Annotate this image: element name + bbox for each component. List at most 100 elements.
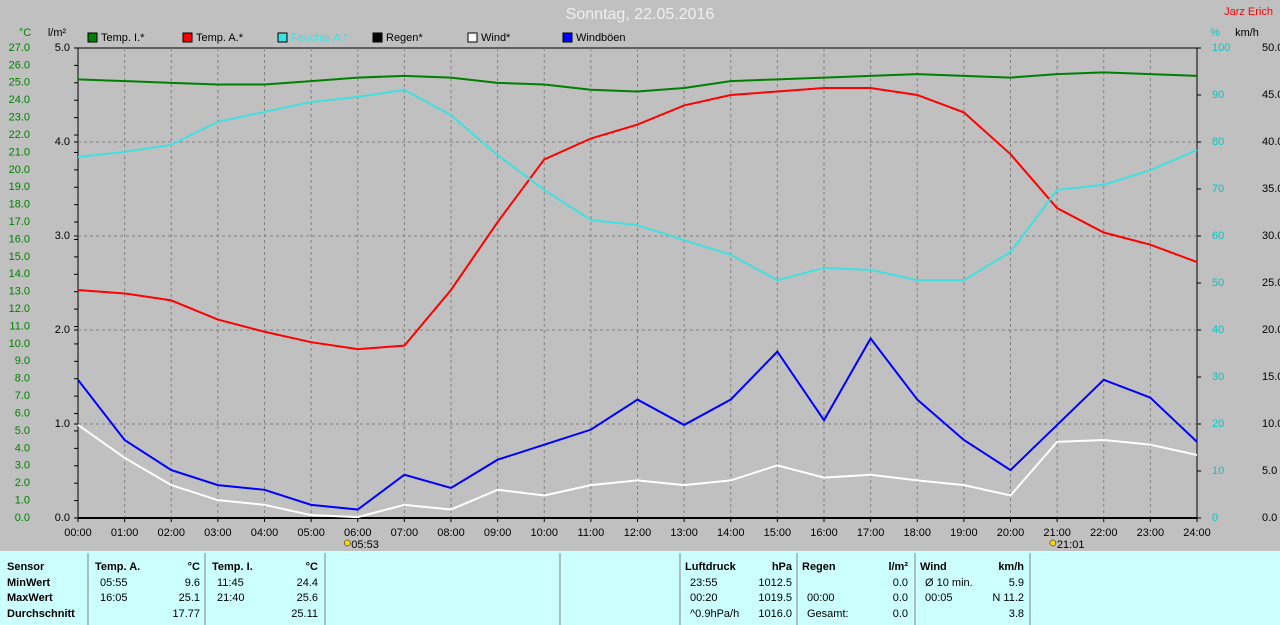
y-tick-label: 22.0 bbox=[9, 129, 30, 141]
group-unit: km/h bbox=[998, 561, 1024, 573]
x-tick-label: 12:00 bbox=[624, 527, 652, 539]
y-tick-label: 30.0 bbox=[1262, 230, 1280, 242]
cell-value: 1019.5 bbox=[758, 592, 792, 604]
y-tick-label: 23.0 bbox=[9, 112, 30, 124]
x-tick-label: 14:00 bbox=[717, 527, 745, 539]
cell-value: 3.8 bbox=[1009, 608, 1024, 620]
y-tick-label: 8.0 bbox=[15, 373, 30, 385]
cell-time: 00:20 bbox=[690, 592, 718, 604]
y-tick-label: 25.0 bbox=[1262, 277, 1280, 289]
cell-value: 0.0 bbox=[893, 577, 908, 589]
y-tick-label: 3.0 bbox=[55, 230, 70, 242]
y-tick-label: 45.0 bbox=[1262, 89, 1280, 101]
y-tick-label: 1.0 bbox=[15, 494, 30, 506]
x-tick-label: 13:00 bbox=[670, 527, 698, 539]
series-line bbox=[77, 87, 1198, 351]
cell-value: 1016.0 bbox=[758, 608, 792, 620]
row-label: Durchschnitt bbox=[7, 608, 75, 620]
sun-icon bbox=[344, 539, 351, 547]
cell-value: 1012.5 bbox=[758, 577, 792, 589]
y-tick-label: 0.0 bbox=[1262, 512, 1277, 524]
y-tick-label: 30 bbox=[1212, 371, 1224, 383]
y-tick-label: 60 bbox=[1212, 230, 1224, 242]
x-tick-label: 24:00 bbox=[1183, 527, 1211, 539]
group-name: Luftdruck bbox=[685, 561, 737, 573]
cell-value: 9.6 bbox=[185, 577, 200, 589]
x-tick-label: 05:00 bbox=[297, 527, 325, 539]
cell-value: 25.6 bbox=[297, 592, 318, 604]
legend-swatch bbox=[87, 32, 98, 43]
y-tick-label: 50.0 bbox=[1262, 42, 1280, 54]
x-tick-label: 19:00 bbox=[950, 527, 978, 539]
legend-swatch bbox=[372, 32, 383, 43]
x-tick-label: 00:00 bbox=[64, 527, 92, 539]
series-line bbox=[77, 424, 1198, 519]
series-line bbox=[77, 88, 1198, 282]
y-tick-label: 4.0 bbox=[55, 136, 70, 148]
x-tick-label: 15:00 bbox=[764, 527, 792, 539]
y-tick-label: 21.0 bbox=[9, 146, 30, 158]
axis-label: °C bbox=[19, 27, 31, 39]
x-tick-label: 09:00 bbox=[484, 527, 512, 539]
legend-label: Windböen bbox=[576, 32, 626, 44]
y-tick-label: 5.0 bbox=[55, 42, 70, 54]
y-tick-label: 2.0 bbox=[15, 477, 30, 489]
x-tick-label: 03:00 bbox=[204, 527, 232, 539]
cell-time: 05:55 bbox=[100, 577, 128, 589]
group-name: Temp. A. bbox=[95, 561, 140, 573]
cell-time: ^0.9hPa/h bbox=[690, 608, 739, 620]
owner: Jarz Erich bbox=[1224, 6, 1273, 18]
y-tick-label: 100 bbox=[1212, 42, 1230, 54]
y-tick-label: 18.0 bbox=[9, 199, 30, 211]
group-name: Temp. I. bbox=[212, 561, 253, 573]
x-tick-label: 08:00 bbox=[437, 527, 465, 539]
x-tick-label: 20:00 bbox=[997, 527, 1025, 539]
y-tick-label: 10.0 bbox=[1262, 418, 1280, 430]
x-tick-label: 23:00 bbox=[1137, 527, 1165, 539]
cell-time: Gesamt: bbox=[807, 608, 849, 620]
y-tick-label: 13.0 bbox=[9, 286, 30, 298]
legend-label: Temp. I.* bbox=[101, 32, 145, 44]
legend-label: Temp. A.* bbox=[196, 32, 244, 44]
x-tick-label: 17:00 bbox=[857, 527, 885, 539]
x-tick-label: 11:00 bbox=[578, 527, 605, 539]
y-tick-label: 7.0 bbox=[15, 390, 30, 402]
x-tick-label: 21:00 bbox=[1043, 527, 1071, 539]
y-tick-label: 6.0 bbox=[15, 407, 30, 419]
series-line bbox=[77, 71, 1198, 93]
cell-value: 0.0 bbox=[893, 608, 908, 620]
x-tick-label: 01:00 bbox=[111, 527, 139, 539]
y-tick-label: 0.0 bbox=[55, 512, 70, 524]
y-tick-label: 12.0 bbox=[9, 303, 30, 315]
y-tick-label: 10.0 bbox=[9, 338, 30, 350]
x-tick-label: 22:00 bbox=[1090, 527, 1118, 539]
y-tick-label: 80 bbox=[1212, 136, 1224, 148]
x-tick-label: 06:00 bbox=[344, 527, 372, 539]
cell-time: 23:55 bbox=[690, 577, 718, 589]
x-tick-label: 07:00 bbox=[391, 527, 419, 539]
y-tick-label: 9.0 bbox=[15, 355, 30, 367]
y-tick-label: 50 bbox=[1212, 277, 1224, 289]
group-unit: l/m² bbox=[888, 561, 908, 573]
chart-title: Sonntag, 22.05.2016 bbox=[566, 6, 715, 23]
y-tick-label: 0 bbox=[1212, 512, 1218, 524]
legend-swatch bbox=[467, 32, 478, 43]
y-tick-label: 26.0 bbox=[9, 59, 30, 71]
cell-time: 21:40 bbox=[217, 592, 245, 604]
y-tick-label: 3.0 bbox=[15, 460, 30, 472]
y-tick-label: 19.0 bbox=[9, 181, 30, 193]
y-tick-label: 24.0 bbox=[9, 94, 30, 106]
y-tick-label: 17.0 bbox=[9, 216, 30, 228]
y-tick-label: 4.0 bbox=[15, 442, 30, 454]
cell-value: 25.1 bbox=[179, 592, 200, 604]
x-tick-label: 04:00 bbox=[251, 527, 279, 539]
y-tick-label: 40.0 bbox=[1262, 136, 1280, 148]
cell-value: 24.4 bbox=[297, 577, 318, 589]
y-tick-label: 0.0 bbox=[15, 512, 30, 524]
y-tick-label: 20.0 bbox=[9, 164, 30, 176]
y-tick-label: 15.0 bbox=[9, 251, 30, 263]
legend-swatch bbox=[182, 32, 193, 43]
panel-header: Sensor bbox=[7, 561, 45, 573]
cell-time: 11:45 bbox=[217, 577, 244, 589]
